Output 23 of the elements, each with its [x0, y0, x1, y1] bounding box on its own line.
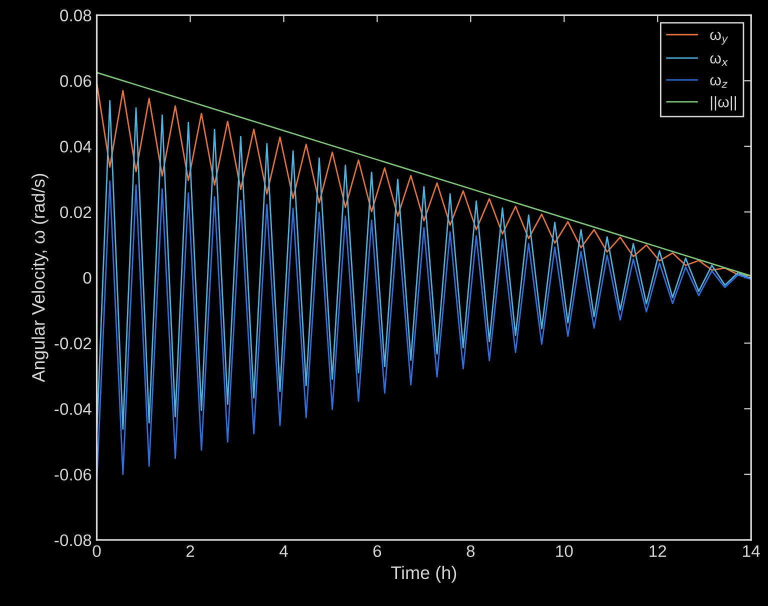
x-tick-label: 4: [279, 545, 288, 557]
legend-label: ω$_{y}$: [710, 32, 728, 45]
x-tick-label: 0: [92, 545, 101, 558]
x-tick-label: 6: [373, 545, 382, 558]
y-tick-label: 0.08: [60, 10, 92, 22]
y-tick-label: -0.04: [54, 403, 92, 415]
x-tick-label: 2: [186, 545, 194, 557]
y-tick-label: -0.08: [54, 534, 92, 546]
x-axis-title: Time (h): [391, 566, 456, 583]
y-tick-label: -0.06: [54, 468, 92, 481]
x-tick-label: 14: [743, 545, 760, 557]
y-tick-label: 0.06: [60, 75, 92, 87]
y-tick-label: -0.02: [54, 338, 92, 350]
legend-label: ||ω||: [710, 96, 736, 110]
y-axis-title: Angular Velocity, ω (rad/s): [32, 174, 48, 382]
legend-label: ω$_{x}$: [710, 55, 728, 66]
x-tick-label: 8: [466, 545, 475, 558]
y-tick-label: 0: [83, 272, 92, 284]
x-tick-label: 10: [556, 545, 573, 558]
legend-label: ω$_{z}$: [710, 77, 728, 88]
y-tick-label: 0.02: [60, 206, 92, 218]
x-tick-label: 12: [650, 545, 666, 557]
y-tick-label: 0.04: [60, 140, 92, 153]
